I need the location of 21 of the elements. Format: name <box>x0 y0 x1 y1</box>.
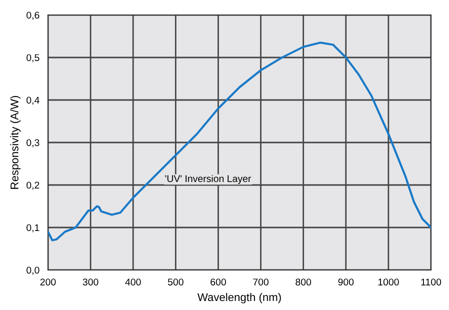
x-tick-label: 600 <box>210 278 226 286</box>
y-tick-label: 0,5 <box>26 54 40 62</box>
x-tick-label: 1000 <box>378 278 399 286</box>
x-tick-label: 400 <box>125 278 141 286</box>
x-tick-label: 500 <box>168 278 184 286</box>
x-tick-label: 200 <box>40 278 56 286</box>
y-tick-label: 0,2 <box>26 182 40 190</box>
x-tick-label: 900 <box>338 278 354 286</box>
y-axis-title: Responsivity (A/W) <box>10 96 21 189</box>
x-tick-label: 300 <box>82 278 98 286</box>
y-tick-label: 0,0 <box>26 266 40 275</box>
x-axis-title: Wavelength (nm) <box>197 292 281 304</box>
y-tick-label: 0,3 <box>26 139 40 148</box>
x-tick-label: 1100 <box>421 278 442 286</box>
x-tick-label: 700 <box>253 278 269 286</box>
y-tick-label: 0,4 <box>26 96 40 105</box>
x-tick-label: 800 <box>296 278 312 286</box>
y-tick-label: 0,6 <box>26 12 40 20</box>
annotation: 'UV' Inversion Layer <box>165 174 252 184</box>
y-tick-label: 0,1 <box>26 224 40 232</box>
line-series <box>48 42 431 242</box>
